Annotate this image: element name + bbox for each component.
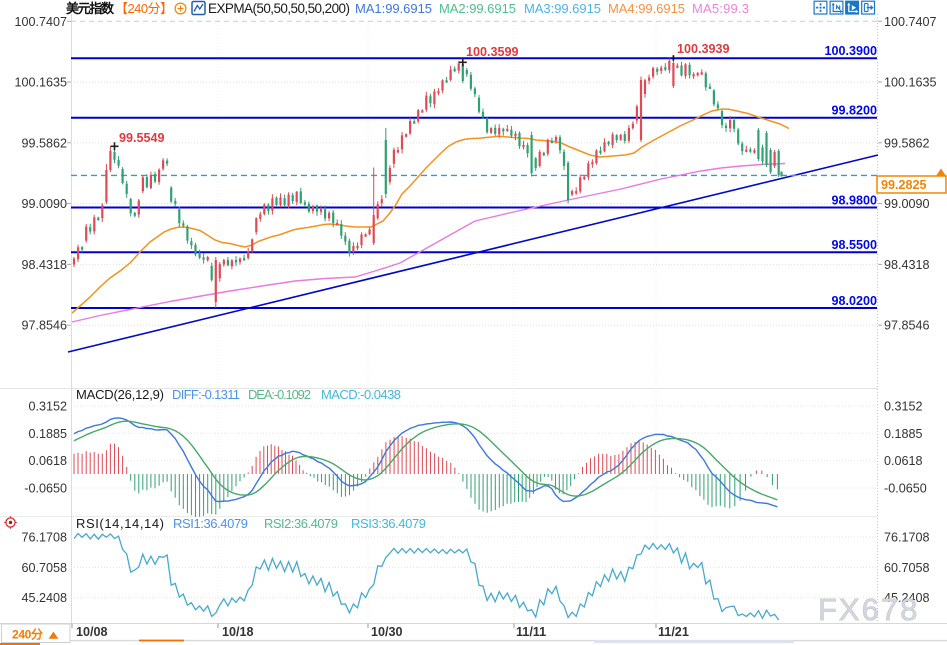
svg-text:【240分】: 【240分】 [115, 1, 173, 16]
svg-text:100.7407: 100.7407 [884, 15, 937, 29]
svg-text:10/30: 10/30 [371, 625, 403, 639]
svg-text:99.0090: 99.0090 [21, 197, 67, 211]
svg-text:美元指数: 美元指数 [66, 1, 115, 16]
svg-text:60.7058: 60.7058 [884, 561, 930, 575]
svg-text:60.7058: 60.7058 [21, 561, 67, 575]
svg-text:0.3152: 0.3152 [884, 399, 923, 413]
svg-text:0.1885: 0.1885 [884, 427, 923, 441]
svg-text:98.4318: 98.4318 [884, 258, 930, 272]
svg-text:99.8200: 99.8200 [831, 104, 877, 118]
svg-text:EXPMA(50,50,50,50,200): EXPMA(50,50,50,50,200) [208, 1, 350, 16]
svg-text:45.2408: 45.2408 [884, 591, 930, 605]
svg-text:45.2408: 45.2408 [21, 591, 67, 605]
svg-text:0.1885: 0.1885 [28, 427, 67, 441]
svg-text:DEA:-0.1092: DEA:-0.1092 [248, 387, 311, 402]
svg-text:10/08: 10/08 [76, 625, 108, 639]
svg-text:240分: 240分 [12, 627, 43, 642]
svg-text:100.1635: 100.1635 [884, 76, 937, 90]
svg-text:MA4:99.6915: MA4:99.6915 [608, 1, 685, 16]
svg-text:76.1708: 76.1708 [884, 531, 930, 545]
svg-text:MA1:99.6915: MA1:99.6915 [355, 1, 432, 16]
svg-text:97.8546: 97.8546 [884, 319, 930, 333]
svg-text:100.3599: 100.3599 [466, 45, 519, 59]
svg-text:MACD:-0.0438: MACD:-0.0438 [321, 387, 401, 402]
svg-text:99.5862: 99.5862 [21, 136, 67, 150]
svg-text:100.3900: 100.3900 [824, 44, 877, 58]
svg-text:99.5862: 99.5862 [884, 136, 930, 150]
svg-text:FX678: FX678 [818, 592, 919, 627]
svg-text:97.8546: 97.8546 [21, 319, 67, 333]
svg-text:RSI(14,14,14): RSI(14,14,14) [76, 516, 164, 531]
svg-text:99.5549: 99.5549 [119, 131, 165, 145]
svg-text:-0.0650: -0.0650 [24, 482, 67, 496]
svg-text:RSI3:36.4079: RSI3:36.4079 [351, 516, 426, 531]
svg-text:11/11: 11/11 [516, 625, 546, 639]
svg-text:11/21: 11/21 [658, 625, 689, 639]
svg-text:100.1635: 100.1635 [14, 76, 67, 90]
svg-text:76.1708: 76.1708 [21, 531, 67, 545]
svg-text:0.0618: 0.0618 [884, 454, 923, 468]
svg-text:DIFF:-0.1311: DIFF:-0.1311 [172, 387, 240, 402]
svg-text:MACD(26,12,9): MACD(26,12,9) [76, 387, 164, 402]
svg-text:98.4318: 98.4318 [21, 258, 67, 272]
svg-text:99.2825: 99.2825 [881, 178, 927, 192]
svg-text:100.3939: 100.3939 [677, 42, 730, 56]
svg-text:MA2:99.6915: MA2:99.6915 [439, 1, 516, 16]
svg-text:RSI2:36.4079: RSI2:36.4079 [264, 516, 338, 531]
svg-text:0.0618: 0.0618 [28, 454, 67, 468]
svg-text:100.7407: 100.7407 [14, 15, 67, 29]
svg-text:98.0200: 98.0200 [831, 294, 877, 308]
svg-text:0.3152: 0.3152 [28, 399, 67, 413]
svg-text:99.0090: 99.0090 [884, 197, 930, 211]
svg-text:RSI1:36.4079: RSI1:36.4079 [173, 516, 248, 531]
svg-text:MA5:99.3: MA5:99.3 [692, 1, 749, 16]
svg-text:-0.0650: -0.0650 [884, 482, 927, 496]
svg-text:98.5500: 98.5500 [831, 238, 877, 252]
svg-text:98.9800: 98.9800 [831, 193, 877, 207]
svg-text:MA3:99.6915: MA3:99.6915 [524, 1, 601, 16]
svg-text:10/18: 10/18 [222, 625, 254, 639]
